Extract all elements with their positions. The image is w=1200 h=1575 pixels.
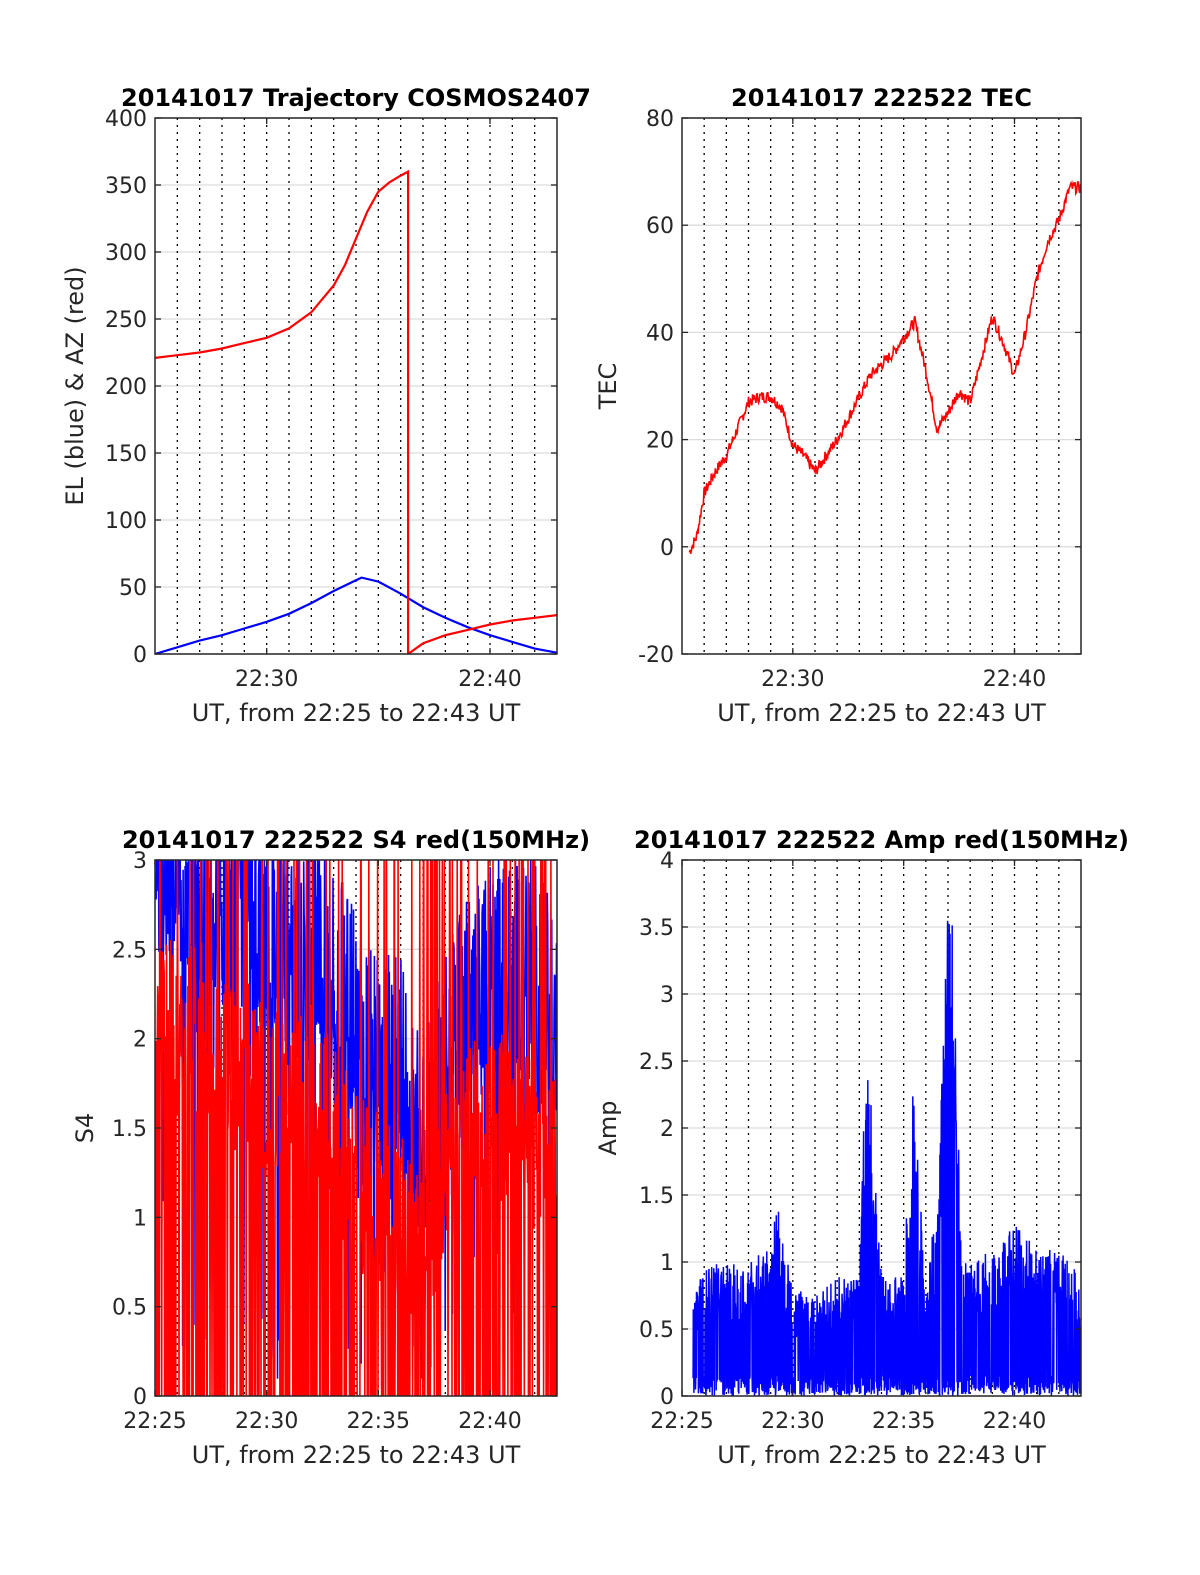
- chart-s4-xtick-label: 22:30: [235, 1409, 298, 1434]
- chart-trajectory-xlabel: UT, from 22:25 to 22:43 UT: [192, 699, 521, 727]
- chart-s4-panel: 0 0.5 1 1.5 2 2.5 3 22:25 22:30 22:35 22:40 2014101…: [71, 826, 590, 1469]
- chart-amp-ytick-label: 0: [660, 1385, 674, 1410]
- chart-trajectory-series-el: [155, 576, 557, 654]
- chart-amp-ytick-label: 1.5: [639, 1184, 674, 1209]
- chart-amp-ytick-label: 0.5: [639, 1318, 674, 1343]
- chart-amp-panel: 0 0.5 1 1.5 2 2.5 3 3.5 4 22:25 22:30 22:35 22:40 201…: [594, 826, 1129, 1469]
- chart-tec-ytick-label: 0: [660, 536, 674, 561]
- chart-trajectory-xtick-label: 22:40: [458, 667, 521, 692]
- chart-amp-title: 20141017 222522 Amp red(150MHz): [634, 826, 1129, 854]
- chart-amp-ylabel: Amp: [594, 1100, 622, 1155]
- chart-amp-ytick-label: 4: [660, 849, 674, 874]
- chart-tec-panel: -20 0 20 40 60 80 22:30 22:40 20141017 222522 TE…: [594, 84, 1082, 727]
- chart-s4-ytick-label: 1.5: [112, 1117, 147, 1142]
- chart-s4-series-group: [155, 860, 557, 1396]
- chart-trajectory-panel: 0 50 100 150 200 250 300 350 400 22:30 22:40 201410…: [61, 84, 591, 727]
- chart-trajectory-title: 20141017 Trajectory COSMOS2407: [121, 84, 591, 112]
- chart-trajectory-ytick-label: 350: [105, 174, 147, 199]
- chart-amp-ytick-label: 3: [660, 983, 674, 1008]
- chart-s4-xlabel: UT, from 22:25 to 22:43 UT: [192, 1441, 521, 1469]
- chart-amp-xtick-label: 22:25: [650, 1409, 713, 1434]
- chart-s4-ytick-label: 1: [133, 1206, 147, 1231]
- chart-trajectory-ytick-label: 0: [133, 643, 147, 668]
- chart-s4-series-red: [155, 860, 557, 1396]
- chart-trajectory-xtick-label: 22:30: [235, 667, 298, 692]
- chart-trajectory-ytick-label: 100: [105, 509, 147, 534]
- chart-amp-series-group: [692, 920, 1081, 1396]
- chart-trajectory-ytick-label: 400: [105, 107, 147, 132]
- chart-tec-axes-box: [681, 117, 1082, 655]
- chart-trajectory-ytick-label: 50: [119, 576, 147, 601]
- chart-amp-ytick-label: 3.5: [639, 916, 674, 941]
- chart-tec-ylabel: TEC: [594, 363, 622, 411]
- chart-tec-ytick-label: 40: [646, 321, 674, 346]
- chart-s4-xtick-label: 22:35: [347, 1409, 410, 1434]
- chart-tec-title: 20141017 222522 TEC: [731, 84, 1032, 112]
- chart-tec-series-group: [688, 180, 1081, 554]
- chart-trajectory-ylabel: EL (blue) & AZ (red): [61, 266, 89, 505]
- chart-s4-ytick-label: 3: [133, 849, 147, 874]
- chart-s4-xtick-label: 22:40: [458, 1409, 521, 1434]
- chart-amp-xtick-label: 22:30: [761, 1409, 824, 1434]
- chart-amp-ytick-label: 2.5: [639, 1050, 674, 1075]
- chart-tec-ytick-label: 60: [646, 214, 674, 239]
- chart-amp-ytick-label: 1: [660, 1251, 674, 1276]
- chart-tec-xtick-label: 22:30: [761, 667, 824, 692]
- chart-amp-xtick-label: 22:35: [872, 1409, 935, 1434]
- chart-amp-ytick-label: 2: [660, 1117, 674, 1142]
- chart-amp-xlabel: UT, from 22:25 to 22:43 UT: [717, 1441, 1046, 1469]
- chart-tec-ytick-label: 80: [646, 107, 674, 132]
- chart-s4-ytick-label: 0.5: [112, 1296, 147, 1321]
- chart-trajectory-ytick-label: 150: [105, 442, 147, 467]
- chart-tec-series-tec: [688, 180, 1081, 554]
- chart-tec-ytick-label: 20: [646, 429, 674, 454]
- chart-trajectory-series-group: [155, 169, 557, 654]
- chart-tec-xtick-label: 22:40: [983, 667, 1046, 692]
- chart-s4-ylabel: S4: [71, 1113, 99, 1144]
- chart-trajectory-ytick-label: 200: [105, 375, 147, 400]
- chart-s4-ytick-label: 2: [133, 1028, 147, 1053]
- chart-s4-title: 20141017 222522 S4 red(150MHz): [122, 826, 590, 854]
- chart-s4-ytick-label: 2.5: [112, 938, 147, 963]
- chart-s4-ytick-label: 0: [133, 1385, 147, 1410]
- chart-tec-ytick-label: -20: [638, 643, 674, 668]
- chart-trajectory-ytick-label: 250: [105, 308, 147, 333]
- chart-tec-xlabel: UT, from 22:25 to 22:43 UT: [717, 699, 1046, 727]
- chart-s4-xtick-label: 22:25: [123, 1409, 186, 1434]
- chart-trajectory-series-az: [155, 169, 557, 654]
- chart-amp-series-amp: [692, 920, 1081, 1396]
- chart-amp-xtick-label: 22:40: [983, 1409, 1046, 1434]
- chart-trajectory-ytick-label: 300: [105, 241, 147, 266]
